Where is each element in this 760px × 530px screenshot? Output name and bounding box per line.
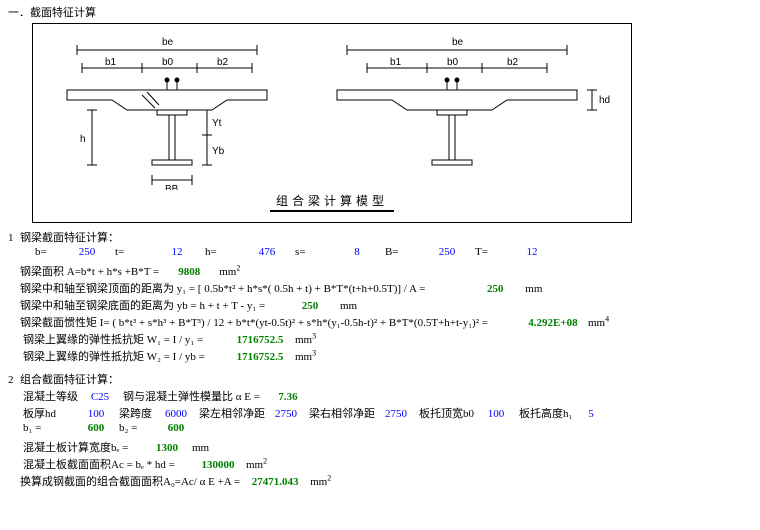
diagram-frame: be b1 b0 b2 h Yt Yb BB — [32, 23, 632, 223]
svg-text:be: be — [452, 37, 464, 48]
page-title: 一．截面特征计算 — [8, 4, 752, 21]
yb-row: 钢梁中和轴至钢梁底面的距离为 yb = h + t + T - y₁ = 250… — [8, 297, 752, 314]
dims-row: b=250 t=12 h=476 s=8 B=250 T=12 — [8, 246, 752, 263]
unit-mm2: mm2 — [219, 266, 240, 278]
cross-section-diagram: be b1 b0 b2 h Yt Yb BB — [47, 30, 617, 190]
svg-text:b1: b1 — [390, 57, 402, 68]
b1b2-row: b₁ =600 b₂ =600 — [8, 422, 752, 439]
svg-text:b0: b0 — [162, 57, 174, 68]
concrete-row: 混凝土等级 C25 钢与混凝土弹性模量比 α E = 7.36 — [8, 388, 752, 405]
diagram-caption: 组合梁计算模型 — [270, 192, 394, 212]
be-row: 混凝土板计算宽度bₑ = 1300 mm — [8, 439, 752, 456]
svg-text:b0: b0 — [447, 57, 459, 68]
I-row: 钢梁截面惯性矩 I= ( b*t³ + s*h³ + B*T³) / 12 + … — [8, 314, 752, 331]
area-row: 钢梁面积 A=b*t + h*s +B*T = 9808 mm2 — [8, 263, 752, 280]
W2-row: 钢梁上翼缘的弹性抵抗矩 W₂ = I / yb = 1716752.5 mm3 — [8, 348, 752, 365]
section1-title: 1 钢梁截面特征计算： — [8, 229, 752, 246]
A0-row: 换算成钢截面的组合截面面积A₀=Ac/ α E +A = 27471.043 m… — [8, 473, 752, 490]
svg-text:h: h — [80, 134, 86, 145]
unit-mm3: mm3 — [295, 334, 316, 346]
svg-text:Yb: Yb — [212, 146, 225, 157]
W1-row: 钢梁上翼缘的弹性抵抗矩 W₁ = I / y₁ = 1716752.5 mm3 — [8, 331, 752, 348]
svg-text:BB: BB — [165, 184, 179, 190]
svg-text:Yt: Yt — [212, 118, 222, 129]
y1-row: 钢梁中和轴至钢梁顶面的距离为 y₁ = [ 0.5b*t² + h*s*( 0.… — [8, 280, 752, 297]
svg-text:be: be — [162, 37, 174, 48]
svg-text:b1: b1 — [105, 57, 117, 68]
unit-mm2b: mm2 — [246, 459, 267, 471]
svg-text:b2: b2 — [507, 57, 519, 68]
svg-text:b2: b2 — [217, 57, 229, 68]
unit-mm3b: mm3 — [295, 351, 316, 363]
unit-mm4: mm4 — [588, 317, 609, 329]
slab-row: 板厚hd100 梁跨度6000 梁左相邻净距2750 梁右相邻净距2750 板托… — [8, 405, 752, 422]
Ac-row: 混凝土板截面面积Ac = bₑ * hd = 130000 mm2 — [8, 456, 752, 473]
unit-mm2c: mm2 — [310, 476, 331, 488]
section2-title: 2 组合截面特征计算： — [8, 371, 752, 388]
svg-text:hd: hd — [599, 95, 610, 106]
